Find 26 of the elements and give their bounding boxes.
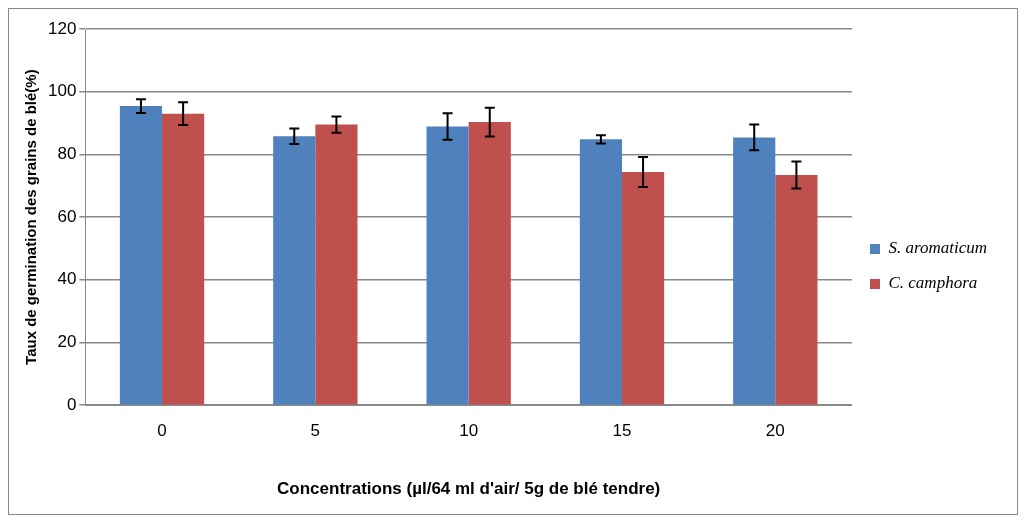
bar <box>273 136 316 405</box>
y-tick-label: 60 <box>57 206 77 226</box>
legend-label: C. camphora <box>888 273 978 293</box>
bar <box>579 139 622 405</box>
legend-label: S. aromaticum <box>888 238 987 258</box>
y-tick-label: 0 <box>66 394 77 414</box>
bar <box>426 126 469 405</box>
bar <box>621 171 665 405</box>
y-tick-label: 100 <box>47 81 77 101</box>
y-tick-label: 120 <box>47 18 77 38</box>
bar <box>775 175 818 405</box>
x-tick-label: 0 <box>157 421 167 441</box>
y-axis-title: Taux de germination des grains de blé(%) <box>22 69 40 365</box>
bar <box>468 122 511 405</box>
bar <box>119 106 163 405</box>
bar <box>733 137 776 405</box>
x-tick-label: 5 <box>310 421 321 441</box>
x-axis-title: Concentrations (µl/64 ml d'air/ 5g de blé tendre) <box>277 479 661 499</box>
y-tick-label: 40 <box>57 269 77 289</box>
x-tick-label: 10 <box>459 421 479 441</box>
x-tick-label: 15 <box>612 421 632 441</box>
bar <box>162 113 205 405</box>
y-tick-label: 20 <box>57 332 77 352</box>
x-tick-label: 20 <box>765 421 785 441</box>
y-tick-label: 80 <box>57 144 77 164</box>
bar <box>315 124 358 405</box>
